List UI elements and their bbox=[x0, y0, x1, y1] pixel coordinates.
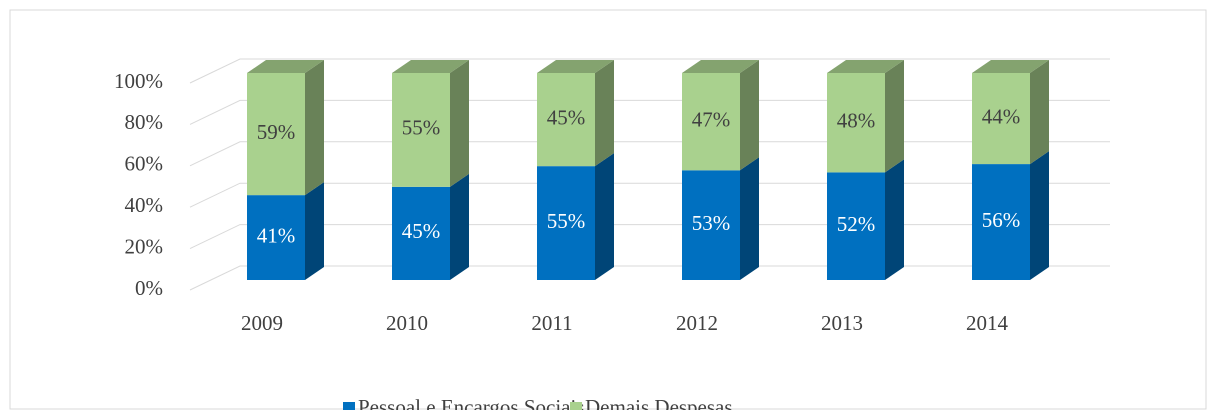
bar-side bbox=[885, 60, 904, 173]
data-label: 48% bbox=[837, 108, 876, 132]
bar-segment bbox=[247, 182, 324, 280]
bar-top bbox=[537, 60, 614, 73]
bar-side bbox=[740, 60, 759, 171]
bar-front bbox=[392, 73, 450, 187]
bar-top bbox=[247, 60, 324, 73]
bar-front bbox=[972, 73, 1030, 165]
y-tick-label: 40% bbox=[125, 193, 164, 217]
x-tick-label: 2011 bbox=[531, 311, 572, 335]
bar-segment bbox=[972, 151, 1049, 280]
grid-line bbox=[189, 224, 1110, 250]
x-tick-label: 2009 bbox=[241, 311, 283, 335]
grid-line bbox=[189, 141, 1110, 167]
bar-segment bbox=[537, 60, 614, 167]
bar-front bbox=[972, 164, 1030, 280]
bar-front bbox=[682, 73, 740, 171]
bar-top bbox=[972, 60, 1049, 73]
legend-swatch bbox=[343, 402, 355, 410]
bar-segment bbox=[682, 157, 759, 280]
bar-front bbox=[827, 172, 885, 280]
bar-top bbox=[682, 60, 759, 73]
data-label: 41% bbox=[257, 223, 296, 247]
data-label: 44% bbox=[982, 104, 1021, 128]
y-tick-label: 80% bbox=[125, 110, 164, 134]
bar-segment bbox=[392, 60, 469, 187]
bar-segment bbox=[682, 60, 759, 171]
grid-line bbox=[189, 265, 1110, 291]
bar-side bbox=[740, 157, 759, 280]
bar-side bbox=[1030, 151, 1049, 280]
data-label: 47% bbox=[692, 107, 731, 131]
bar-side bbox=[885, 159, 904, 280]
bar-side bbox=[450, 60, 469, 187]
bar-side bbox=[450, 173, 469, 280]
grid-line bbox=[189, 182, 1110, 208]
data-label: 53% bbox=[692, 211, 731, 235]
bar-front bbox=[537, 73, 595, 167]
bar-segment bbox=[537, 153, 614, 280]
data-label: 55% bbox=[402, 116, 441, 140]
bar-segment bbox=[827, 60, 904, 173]
bar-segment bbox=[827, 159, 904, 280]
x-tick-label: 2010 bbox=[386, 311, 428, 335]
data-label: 52% bbox=[837, 212, 876, 236]
bar-side bbox=[595, 153, 614, 280]
y-tick-label: 0% bbox=[135, 276, 163, 300]
bar-segment bbox=[247, 60, 324, 196]
grid-line bbox=[189, 99, 1110, 125]
data-label: 56% bbox=[982, 208, 1021, 232]
data-label: 45% bbox=[402, 219, 441, 243]
bar-side bbox=[595, 60, 614, 167]
legend-label: Demais Despesas bbox=[585, 395, 733, 410]
bar-front bbox=[247, 195, 305, 280]
bar-top bbox=[827, 60, 904, 73]
x-tick-label: 2012 bbox=[676, 311, 718, 335]
data-label: 55% bbox=[547, 209, 586, 233]
x-tick-label: 2013 bbox=[821, 311, 863, 335]
bar-top bbox=[392, 60, 469, 73]
legend-swatch bbox=[570, 402, 582, 410]
bar-front bbox=[392, 186, 450, 280]
y-tick-label: 20% bbox=[125, 234, 164, 258]
bar-front bbox=[537, 166, 595, 280]
y-tick-label: 60% bbox=[125, 152, 164, 176]
bar-side bbox=[305, 60, 324, 196]
data-label: 59% bbox=[257, 120, 296, 144]
legend-label: Pessoal e Encargos Sociais bbox=[358, 395, 585, 410]
bar-segment bbox=[392, 173, 469, 280]
bar-segment bbox=[972, 60, 1049, 165]
x-tick-label: 2014 bbox=[966, 311, 1009, 335]
grid-line bbox=[189, 58, 1110, 84]
bar-side bbox=[305, 182, 324, 280]
bar-side bbox=[1030, 60, 1049, 165]
bar-front bbox=[247, 73, 305, 196]
y-tick-label: 100% bbox=[114, 69, 163, 93]
data-label: 45% bbox=[547, 105, 586, 129]
bar-front bbox=[827, 73, 885, 173]
bar-front bbox=[682, 170, 740, 280]
